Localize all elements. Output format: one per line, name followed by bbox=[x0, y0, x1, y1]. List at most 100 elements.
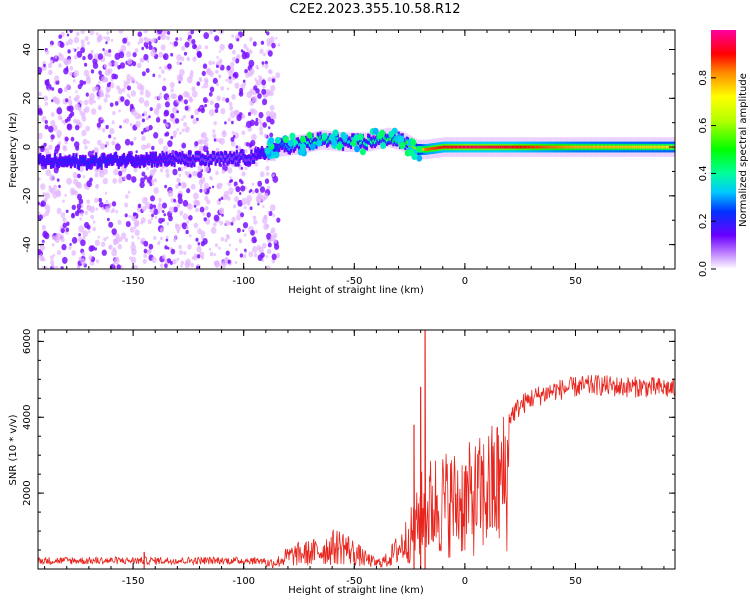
ridge-core bbox=[101, 156, 104, 160]
ridge-core bbox=[292, 145, 295, 149]
noise-blob bbox=[133, 225, 137, 229]
noise-blob bbox=[166, 35, 170, 41]
noise-blob bbox=[237, 209, 241, 215]
noise-blob bbox=[151, 182, 155, 186]
noise-blob bbox=[71, 189, 77, 195]
noise-blob bbox=[204, 45, 209, 50]
noise-blob bbox=[165, 235, 169, 239]
noise-blob bbox=[71, 204, 77, 211]
noise-blob bbox=[158, 138, 164, 145]
noise-blob bbox=[126, 74, 131, 80]
noise-blob bbox=[227, 196, 231, 201]
ridge-core bbox=[164, 159, 167, 163]
noise-blob bbox=[159, 227, 165, 233]
ridge-core bbox=[210, 158, 213, 162]
noise-blob bbox=[93, 147, 99, 155]
noise-blob bbox=[213, 121, 217, 126]
noise-blob bbox=[179, 210, 184, 216]
noise-blob bbox=[92, 62, 99, 69]
noise-blob bbox=[176, 60, 180, 66]
ridge-core bbox=[80, 159, 83, 163]
noise-blob bbox=[81, 129, 87, 137]
ridge-core bbox=[181, 155, 184, 158]
ridge-core bbox=[314, 141, 317, 145]
noise-blob bbox=[51, 87, 55, 91]
ridge-core bbox=[468, 145, 471, 149]
noise-blob bbox=[146, 59, 150, 63]
noise-blob bbox=[151, 48, 155, 53]
ridge-core bbox=[661, 145, 664, 149]
ridge-core bbox=[665, 145, 668, 149]
noise-blob bbox=[238, 238, 242, 243]
noise-blob bbox=[241, 52, 248, 60]
noise-blob bbox=[38, 214, 43, 221]
ridge-core bbox=[299, 142, 302, 146]
noise-blob bbox=[120, 45, 127, 52]
noise-blob bbox=[120, 96, 125, 102]
noise-blob bbox=[261, 88, 267, 95]
noise-blob bbox=[137, 31, 143, 37]
ridge-core bbox=[523, 145, 526, 149]
noise-blob bbox=[43, 197, 47, 202]
ridge-core bbox=[298, 143, 301, 147]
noise-blob bbox=[267, 50, 273, 57]
ridge-core bbox=[186, 160, 189, 164]
ridge-core bbox=[635, 145, 638, 149]
noise-blob bbox=[229, 176, 232, 180]
noise-blob bbox=[267, 211, 270, 214]
noise-blob bbox=[271, 42, 276, 49]
noise-blob bbox=[150, 195, 155, 202]
noise-blob bbox=[259, 186, 266, 193]
noise-blob bbox=[135, 80, 139, 85]
noise-blob bbox=[212, 61, 215, 65]
noise-blob bbox=[80, 30, 85, 35]
noise-blob bbox=[105, 200, 109, 204]
noise-blob bbox=[228, 43, 234, 50]
noise-blob bbox=[102, 177, 109, 185]
ridge-core bbox=[246, 158, 249, 162]
ridge-core bbox=[257, 150, 260, 154]
noise-blob bbox=[124, 213, 128, 218]
noise-blob bbox=[64, 193, 67, 197]
spectrogram-plot-area bbox=[38, 30, 675, 269]
ridge-core bbox=[241, 152, 244, 156]
noise-blob bbox=[212, 133, 217, 139]
noise-blob bbox=[212, 77, 218, 84]
noise-blob bbox=[151, 179, 154, 184]
noise-blob bbox=[122, 37, 128, 44]
ridge-core bbox=[590, 145, 593, 149]
noise-blob bbox=[118, 109, 121, 113]
noise-blob bbox=[145, 45, 149, 49]
ridge-core bbox=[112, 158, 115, 162]
noise-blob bbox=[40, 145, 45, 151]
noise-blob bbox=[271, 253, 277, 261]
ridge-core bbox=[51, 161, 54, 165]
noise-blob bbox=[104, 144, 108, 148]
ridge-core bbox=[377, 138, 380, 142]
noise-blob bbox=[88, 255, 93, 260]
noise-blob bbox=[229, 105, 234, 111]
noise-blob bbox=[189, 234, 192, 238]
ridge-core bbox=[148, 158, 151, 162]
noise-blob bbox=[266, 171, 270, 176]
noise-blob bbox=[76, 31, 80, 37]
ridge-core bbox=[497, 145, 500, 149]
noise-blob bbox=[176, 230, 180, 234]
noise-blob bbox=[258, 111, 264, 119]
noise-blob bbox=[272, 175, 279, 183]
ridge-core bbox=[56, 162, 59, 166]
ridge-core bbox=[424, 148, 427, 151]
ridge-core bbox=[160, 159, 163, 163]
noise-blob bbox=[229, 179, 232, 183]
noise-blob bbox=[153, 132, 159, 139]
ridge-core bbox=[243, 158, 246, 161]
ridge-core bbox=[482, 145, 485, 149]
noise-blob bbox=[252, 215, 257, 220]
ridge-core bbox=[113, 156, 116, 160]
noise-blob bbox=[104, 93, 109, 99]
noise-blob bbox=[273, 158, 276, 162]
noise-blob bbox=[38, 211, 41, 216]
noise-blob bbox=[162, 202, 167, 209]
noise-blob bbox=[232, 76, 236, 81]
ridge-core bbox=[641, 145, 644, 149]
